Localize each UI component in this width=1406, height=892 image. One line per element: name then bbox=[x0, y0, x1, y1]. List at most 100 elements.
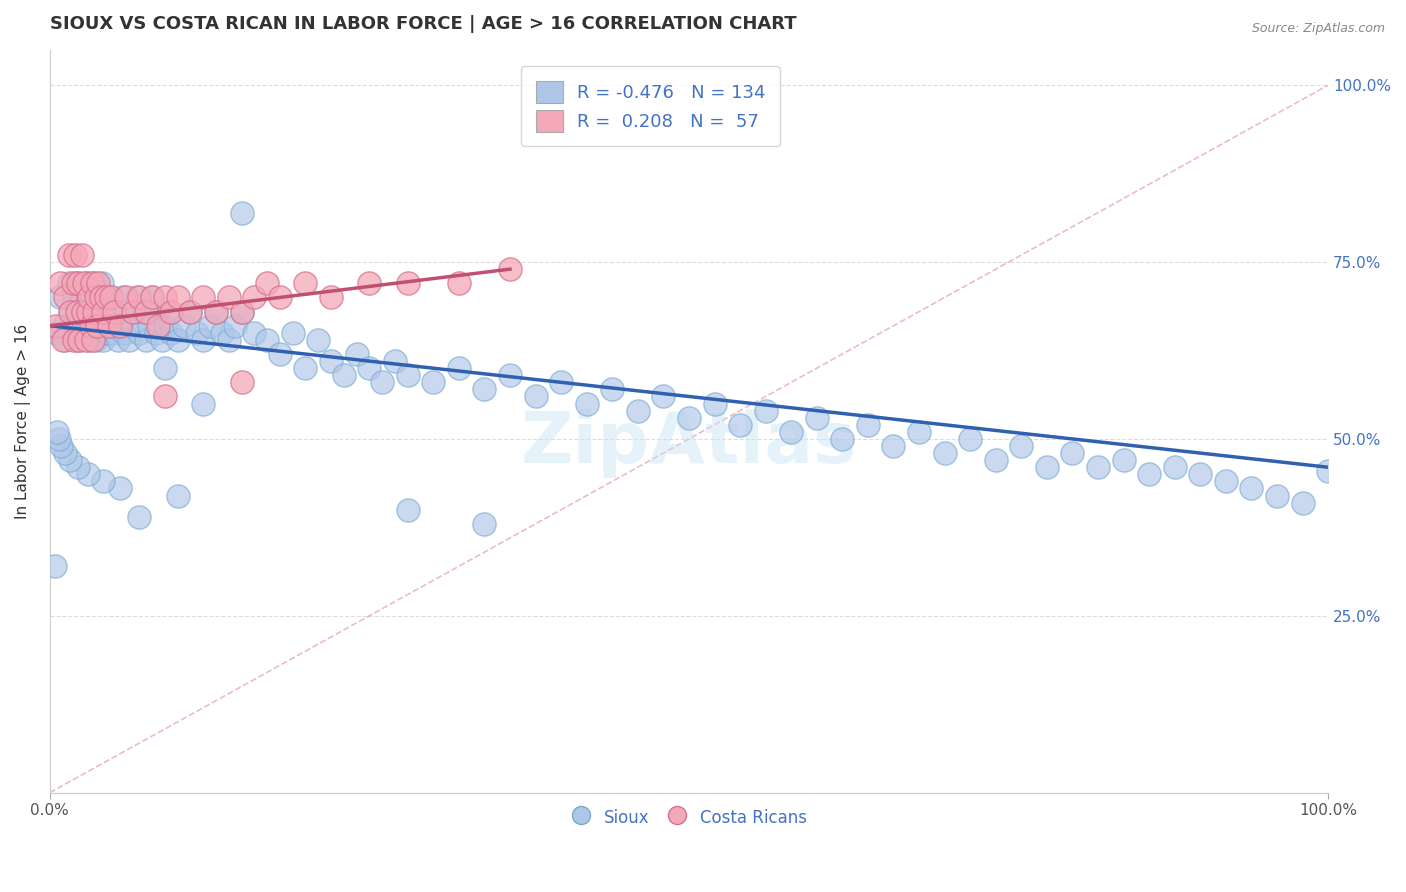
Point bbox=[82, 333, 104, 347]
Point bbox=[46, 425, 69, 439]
Point bbox=[62, 326, 84, 340]
Point bbox=[1087, 460, 1109, 475]
Point bbox=[728, 417, 751, 432]
Point bbox=[87, 277, 110, 291]
Point bbox=[121, 304, 143, 318]
Point bbox=[90, 290, 112, 304]
Point bbox=[396, 277, 419, 291]
Point bbox=[72, 304, 94, 318]
Text: ZipAtlas: ZipAtlas bbox=[522, 409, 856, 478]
Point bbox=[1291, 495, 1313, 509]
Point bbox=[243, 290, 266, 304]
Point bbox=[73, 318, 96, 333]
Point bbox=[224, 318, 246, 333]
Point bbox=[205, 304, 228, 318]
Point bbox=[77, 467, 100, 482]
Point bbox=[49, 277, 72, 291]
Point bbox=[307, 333, 329, 347]
Point bbox=[70, 290, 93, 304]
Point bbox=[65, 304, 87, 318]
Point bbox=[79, 318, 101, 333]
Point bbox=[474, 383, 496, 397]
Point bbox=[75, 333, 97, 347]
Point bbox=[48, 432, 70, 446]
Point bbox=[1265, 489, 1288, 503]
Point bbox=[186, 326, 208, 340]
Point bbox=[128, 509, 150, 524]
Point bbox=[79, 290, 101, 304]
Point bbox=[86, 304, 108, 318]
Point bbox=[198, 318, 221, 333]
Point bbox=[959, 432, 981, 446]
Point bbox=[1112, 453, 1135, 467]
Point bbox=[96, 326, 118, 340]
Point bbox=[118, 333, 141, 347]
Text: Source: ZipAtlas.com: Source: ZipAtlas.com bbox=[1251, 22, 1385, 36]
Point bbox=[51, 318, 73, 333]
Point bbox=[45, 318, 67, 333]
Point bbox=[191, 396, 214, 410]
Point bbox=[107, 333, 129, 347]
Point bbox=[1189, 467, 1212, 482]
Point bbox=[100, 290, 122, 304]
Point bbox=[780, 425, 803, 439]
Point bbox=[160, 304, 183, 318]
Point bbox=[396, 368, 419, 383]
Point bbox=[160, 326, 183, 340]
Point bbox=[97, 318, 120, 333]
Point bbox=[882, 439, 904, 453]
Point bbox=[59, 453, 82, 467]
Point bbox=[65, 277, 87, 291]
Point bbox=[153, 389, 176, 403]
Point bbox=[678, 410, 700, 425]
Point bbox=[333, 368, 356, 383]
Point bbox=[191, 290, 214, 304]
Point bbox=[153, 290, 176, 304]
Point bbox=[138, 318, 160, 333]
Point bbox=[83, 318, 105, 333]
Point bbox=[70, 248, 93, 262]
Point bbox=[269, 290, 291, 304]
Point bbox=[112, 326, 135, 340]
Point bbox=[83, 304, 105, 318]
Point bbox=[269, 347, 291, 361]
Point bbox=[65, 248, 87, 262]
Point bbox=[90, 318, 112, 333]
Point bbox=[53, 290, 76, 304]
Point bbox=[79, 304, 101, 318]
Point bbox=[934, 446, 956, 460]
Point bbox=[77, 277, 100, 291]
Point bbox=[65, 318, 87, 333]
Point bbox=[49, 290, 72, 304]
Point bbox=[79, 333, 101, 347]
Point bbox=[63, 290, 86, 304]
Point bbox=[72, 326, 94, 340]
Point bbox=[108, 318, 131, 333]
Point bbox=[66, 460, 89, 475]
Point bbox=[256, 277, 278, 291]
Point bbox=[93, 333, 115, 347]
Point bbox=[93, 304, 115, 318]
Point bbox=[58, 248, 80, 262]
Point bbox=[83, 277, 105, 291]
Point bbox=[100, 290, 122, 304]
Point bbox=[84, 290, 107, 304]
Point bbox=[86, 318, 108, 333]
Point bbox=[179, 304, 201, 318]
Point bbox=[82, 326, 104, 340]
Point bbox=[93, 304, 115, 318]
Point bbox=[447, 277, 470, 291]
Point bbox=[103, 326, 125, 340]
Point bbox=[121, 318, 143, 333]
Point bbox=[831, 432, 853, 446]
Point bbox=[627, 403, 650, 417]
Point bbox=[474, 516, 496, 531]
Point bbox=[115, 290, 138, 304]
Point bbox=[524, 389, 547, 403]
Point bbox=[62, 277, 84, 291]
Point bbox=[319, 290, 342, 304]
Point bbox=[87, 290, 110, 304]
Point bbox=[59, 304, 82, 318]
Point bbox=[103, 304, 125, 318]
Point bbox=[51, 439, 73, 453]
